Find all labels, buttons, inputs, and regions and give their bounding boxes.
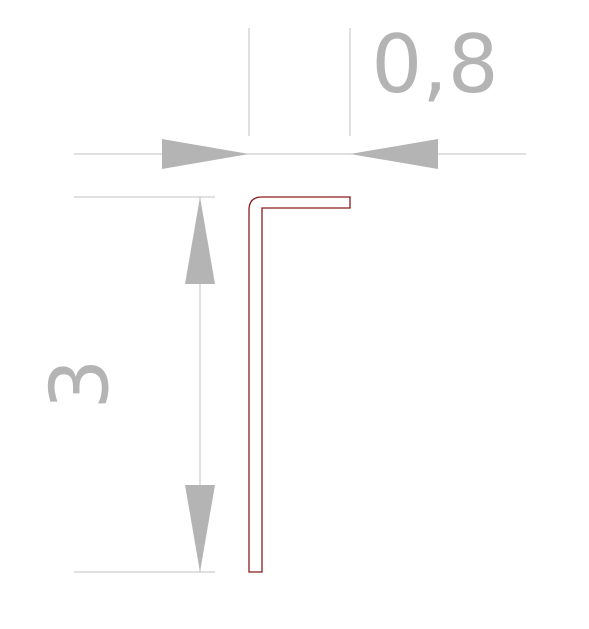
width-arrow-right <box>350 139 438 169</box>
height-dimension-label: 3 <box>34 359 127 410</box>
width-dimension-label: 0,8 <box>371 18 498 111</box>
height-arrow-top <box>185 197 215 284</box>
width-arrow-left <box>162 139 249 169</box>
angle-profile <box>248 196 351 573</box>
height-arrow-bottom <box>185 485 215 572</box>
